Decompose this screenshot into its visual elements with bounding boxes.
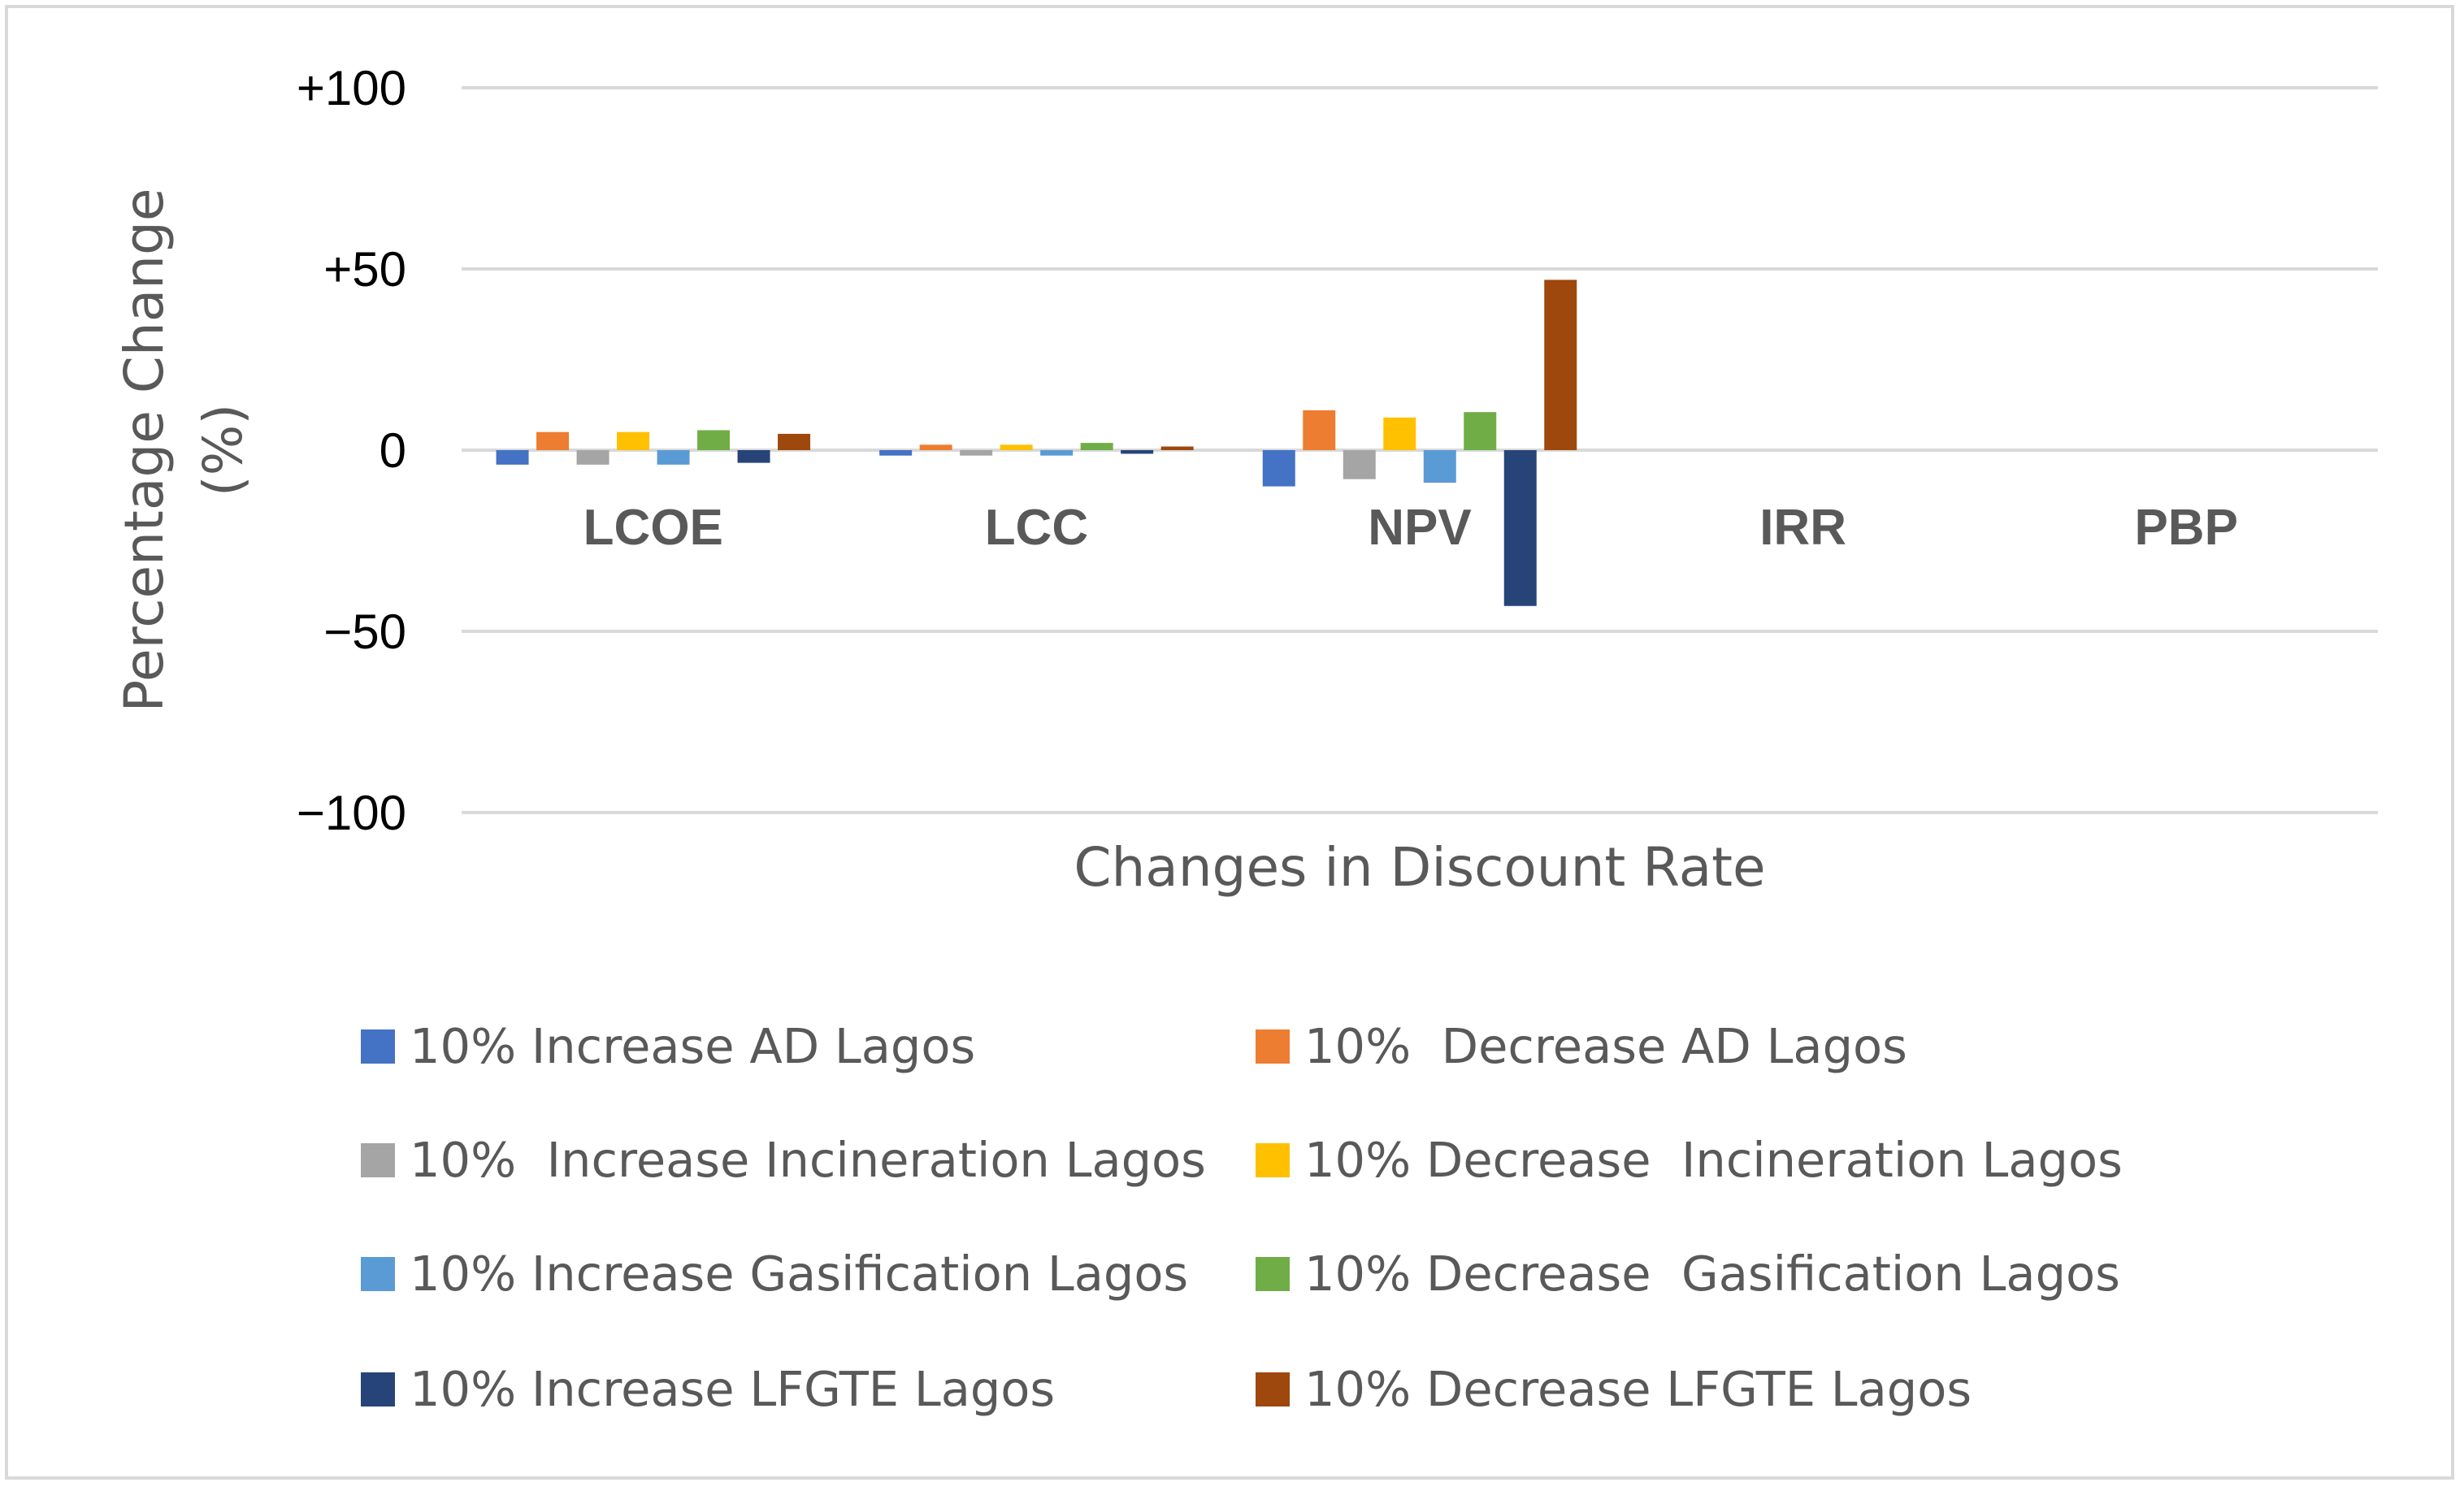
legend-swatch	[361, 1257, 395, 1291]
y-tick-label: 0	[380, 423, 406, 478]
x-axis-title: Changes in Discount Rate	[1074, 836, 1765, 899]
chart-frame	[5, 5, 2454, 1480]
y-tick-label: +50	[323, 242, 406, 297]
bar	[1503, 450, 1537, 606]
bar	[1262, 450, 1295, 487]
bar	[778, 433, 811, 450]
bar	[1464, 412, 1497, 450]
y-tick-label: +100	[297, 61, 406, 115]
y-axis-title-line2: (%)	[192, 404, 254, 496]
bar	[1343, 450, 1376, 479]
legend-label: 10% Increase Gasification Lagos	[410, 1246, 1188, 1302]
legend-item: 10% Increase AD Lagos	[361, 1018, 975, 1074]
bar	[1303, 410, 1336, 450]
bar	[960, 450, 993, 456]
category-labels: LCOE LCC NPV IRR PBP	[583, 500, 2238, 556]
bar	[617, 431, 650, 450]
bar	[1160, 446, 1194, 450]
legend: 10% Increase AD Lagos 10% Decrease AD Lag…	[361, 1018, 2123, 1417]
legend-swatch	[361, 1372, 395, 1406]
bar	[1423, 450, 1456, 483]
bar	[737, 450, 770, 463]
legend-label: 10% Decrease AD Lagos	[1304, 1018, 1907, 1074]
bar	[919, 444, 952, 450]
y-axis-ticks: +100 +50 0 −50 −100	[297, 61, 406, 840]
category-label: PBP	[2134, 500, 2237, 556]
y-axis-title-line1: Percentage Change	[113, 189, 176, 713]
legend-label: 10% Increase AD Lagos	[410, 1018, 975, 1074]
category-label: IRR	[1759, 500, 1846, 556]
bar	[1383, 417, 1416, 450]
category-label: LCOE	[583, 500, 723, 556]
category-label: LCC	[985, 500, 1088, 556]
legend-swatch	[1256, 1029, 1290, 1064]
bar	[1121, 450, 1154, 454]
bar	[536, 431, 570, 450]
bar	[697, 430, 731, 450]
legend-swatch	[361, 1029, 395, 1064]
legend-label: 10% Increase LFGTE Lagos	[410, 1361, 1055, 1417]
legend-item: 10% Decrease LFGTE Lagos	[1256, 1361, 1972, 1417]
legend-item: 10% Increase Incineration Lagos	[361, 1132, 1206, 1188]
legend-label: 10% Increase Incineration Lagos	[410, 1132, 1206, 1188]
bar	[576, 450, 609, 465]
legend-item: 10% Decrease Incineration Lagos	[1256, 1132, 2123, 1188]
legend-item: 10% Increase Gasification Lagos	[361, 1246, 1188, 1302]
bar	[1040, 450, 1074, 456]
legend-swatch	[1256, 1372, 1290, 1406]
bar	[1080, 443, 1113, 450]
legend-swatch	[361, 1143, 395, 1177]
bar	[1000, 444, 1033, 450]
legend-label: 10% Decrease Incineration Lagos	[1304, 1132, 2123, 1188]
category-label: NPV	[1368, 500, 1471, 556]
y-tick-label: −50	[323, 605, 406, 659]
bar	[1544, 280, 1577, 450]
y-tick-label: −100	[297, 786, 406, 840]
bars	[496, 280, 1577, 606]
bar	[879, 450, 913, 456]
legend-swatch	[1256, 1143, 1290, 1177]
legend-item: 10% Increase LFGTE Lagos	[361, 1361, 1055, 1417]
legend-item: 10% Decrease AD Lagos	[1256, 1018, 1907, 1074]
legend-item: 10% Decrease Gasification Lagos	[1256, 1246, 2120, 1302]
bar	[496, 450, 529, 465]
bar	[657, 450, 690, 465]
legend-label: 10% Decrease Gasification Lagos	[1304, 1246, 2120, 1302]
legend-swatch	[1256, 1257, 1290, 1291]
legend-label: 10% Decrease LFGTE Lagos	[1304, 1361, 1972, 1417]
